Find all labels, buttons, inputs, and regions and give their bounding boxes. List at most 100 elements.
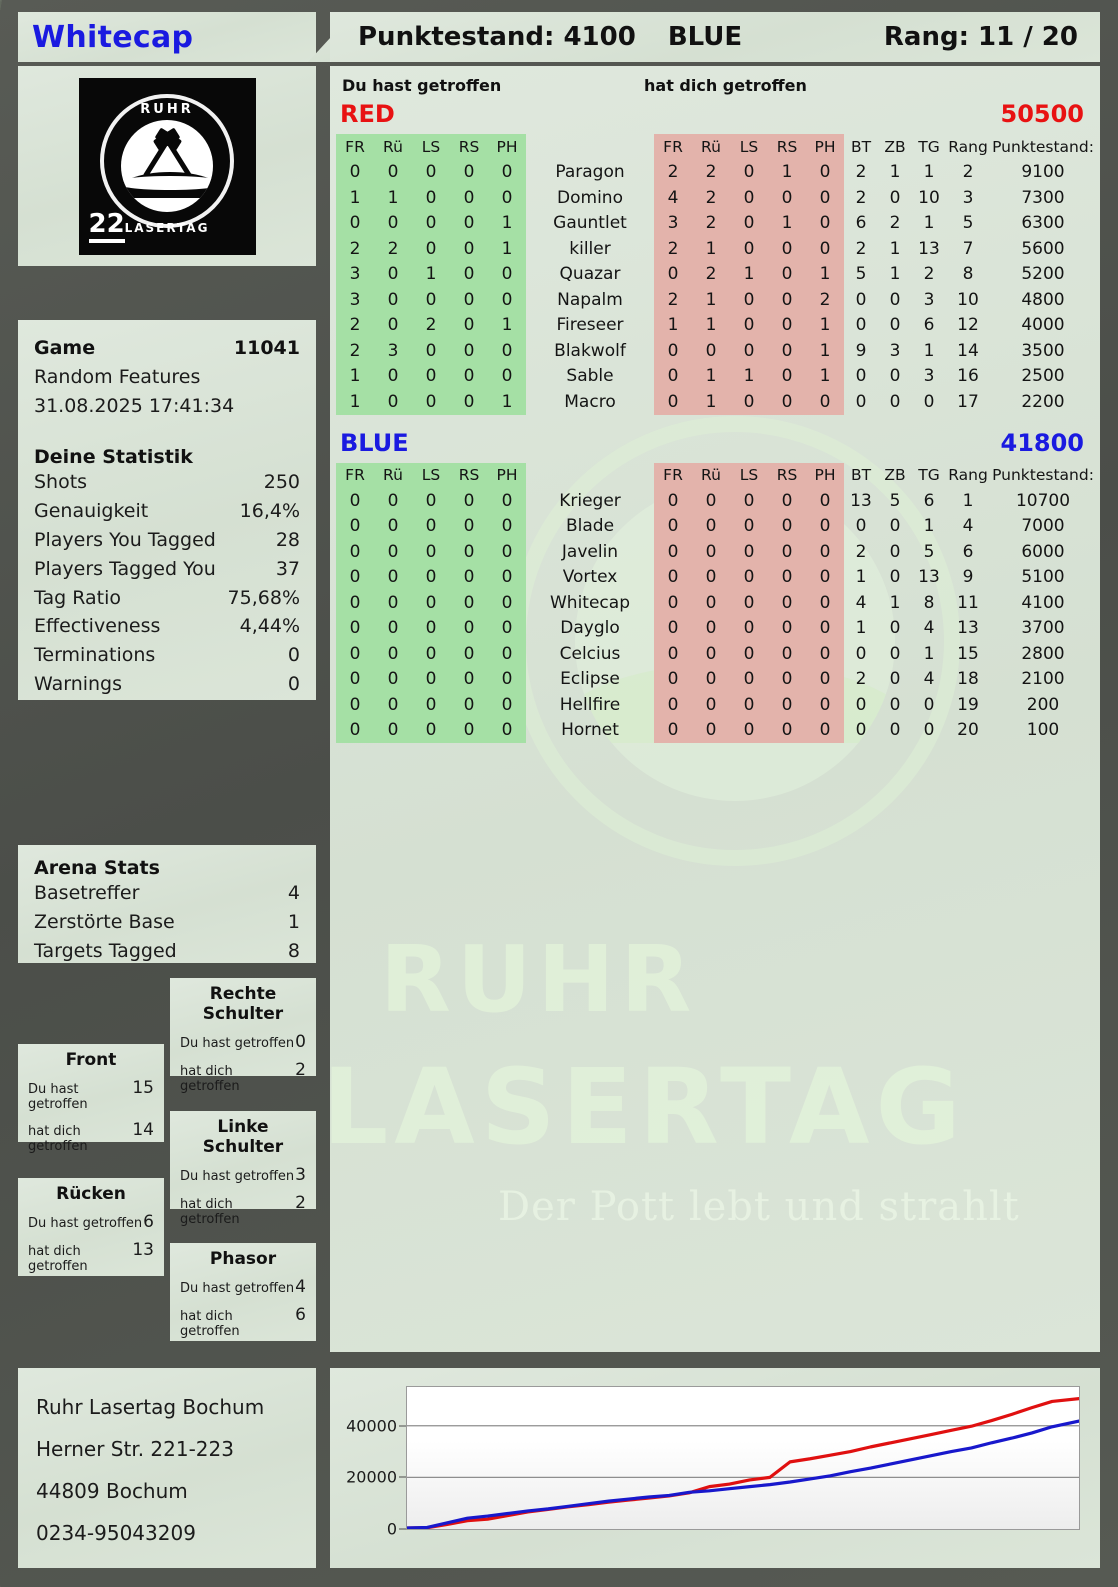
cell-tg: 0 [923, 391, 935, 412]
page-title: Whitecap [32, 19, 194, 55]
cell-score: 2100 [1021, 669, 1065, 690]
cell-you-hit: 0 [450, 363, 488, 389]
arena-stat-value: 8 [287, 939, 300, 962]
hitbox-left-shoulder: Linke Schulter Du hast getroffen 3 hat d… [170, 1111, 316, 1227]
hitbox-hit-you-row: hat dich getroffen 2 [180, 1060, 306, 1094]
cell-hit-you: 0 [654, 666, 692, 692]
chart-ytick-label: 0 [386, 1519, 397, 1539]
cell-you-hit: 0 [374, 312, 412, 338]
address-line: Herner Str. 221-223 [36, 1437, 234, 1461]
cell-hit-you: 0 [692, 666, 730, 692]
game-mode: Random Features [34, 365, 201, 388]
col-head-rang: Rang [948, 466, 988, 485]
cell-hit-you: 0 [806, 692, 844, 718]
cell-score: 4800 [1021, 289, 1065, 310]
chart-plot-area: 0 20000 40000 [346, 1386, 1080, 1539]
cell-hit-you: 0 [768, 615, 806, 641]
cell-bt: 0 [855, 366, 867, 387]
cell-you-hit: 0 [374, 666, 412, 692]
cell-tg: 1 [923, 643, 935, 664]
table-header-row: FR Rü LS RS PH FR Rü LS RS PH BT ZB TG Rang Punktes… [336, 462, 1096, 488]
cell-you-hit: 1 [488, 236, 526, 262]
hitbox-hit-you-value: 2 [295, 1060, 306, 1080]
cell-hit-you: 1 [692, 287, 730, 313]
cell-zb: 0 [889, 366, 901, 387]
cell-score: 2200 [1021, 391, 1065, 412]
cell-hit-you: 0 [692, 539, 730, 565]
cell-hit-you: 0 [806, 185, 844, 211]
team-table: FR Rü LS RS PH FR Rü LS RS PH BT ZB TG Rang Punktes… [336, 134, 1096, 415]
cell-you-hit: 0 [412, 590, 450, 616]
player-stat-value: 0 [287, 672, 300, 695]
scoreboard-panel: RUHR LASERTAG Der Pott lebt und strahlt … [330, 66, 1100, 1352]
venue-address-panel: Ruhr Lasertag Bochum Herner Str. 221-223 4… [18, 1368, 316, 1568]
address-line: 44809 Bochum [36, 1479, 188, 1503]
cell-tg: 2 [923, 264, 935, 285]
cell-you-hit: 0 [412, 641, 450, 667]
cell-tg: 1 [923, 340, 935, 361]
cell-hit-you: 0 [654, 615, 692, 641]
cell-hit-you: 1 [730, 261, 768, 287]
cell-hit-you: 0 [654, 338, 692, 364]
cell-you-hit: 0 [488, 615, 526, 641]
cell-hit-you: 0 [768, 513, 806, 539]
cell-hit-you: 0 [730, 338, 768, 364]
cell-you-hit: 1 [374, 185, 412, 211]
col-head-rang: Rang [948, 137, 988, 156]
cell-you-hit: 0 [412, 539, 450, 565]
cell-score: 5100 [1021, 567, 1065, 588]
cell-zb: 0 [889, 618, 901, 639]
arena-stats-panel: Arena Stats Basetreffer 4 Zerstörte Base… [18, 845, 316, 963]
cell-you-hit: 0 [450, 389, 488, 415]
col-head-them: RS [768, 134, 806, 160]
team-section-blue: BLUE 41800 FR Rü LS RS PH FR Rü LS RS PH BT ZB TG R… [336, 429, 1094, 743]
cell-player-name: Vortex [562, 567, 618, 588]
cell-rank: 1 [962, 490, 974, 511]
cell-hit-you: 0 [768, 287, 806, 313]
cell-hit-you: 1 [806, 312, 844, 338]
col-head-them: LS [730, 134, 768, 160]
cell-hit-you: 0 [768, 666, 806, 692]
cell-hit-you: 2 [806, 287, 844, 313]
cell-score: 9100 [1021, 162, 1065, 183]
cell-you-hit: 0 [488, 488, 526, 514]
cell-hit-you: 0 [654, 513, 692, 539]
col-head-you: LS [412, 462, 450, 488]
logo-arc-bottom-text: LASERTAG [124, 220, 210, 235]
cell-hit-you: 0 [654, 717, 692, 743]
cell-bt: 0 [855, 516, 867, 537]
cell-rank: 17 [957, 391, 979, 412]
game-stats-panel: Game 11041 Random Features 31.08.2025 17… [18, 320, 316, 700]
cell-you-hit: 0 [336, 641, 374, 667]
player-stat-row: Players Tagged You 37 [34, 555, 300, 584]
cell-bt: 6 [855, 213, 867, 234]
col-head-you: LS [412, 134, 450, 160]
cell-you-hit: 3 [336, 261, 374, 287]
cell-hit-you: 0 [768, 261, 806, 287]
cell-hit-you: 0 [768, 692, 806, 718]
cell-hit-you: 1 [768, 210, 806, 236]
hitbox-you-hit-value: 6 [143, 1212, 154, 1232]
cell-you-hit: 0 [412, 236, 450, 262]
cell-hit-you: 1 [692, 236, 730, 262]
